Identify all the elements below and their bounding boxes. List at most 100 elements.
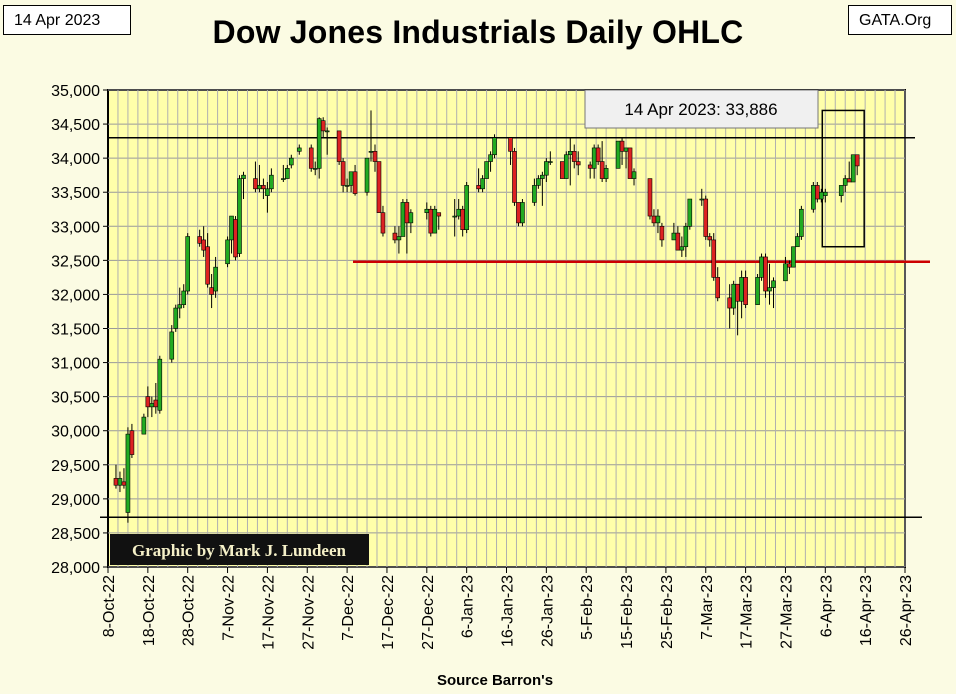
candle-body: [520, 202, 525, 224]
candle-body: [791, 246, 796, 268]
candle-body: [743, 277, 748, 305]
candle-body: [289, 157, 294, 166]
candle-body: [129, 430, 135, 455]
candle: [145, 386, 151, 418]
y-tick-label: 32,500: [51, 253, 100, 270]
candle-body: [567, 151, 573, 156]
candle: [615, 140, 621, 169]
candle-body: [436, 212, 442, 217]
candle: [480, 175, 485, 193]
candle-body: [396, 236, 402, 241]
candle: [619, 137, 625, 165]
candle: [308, 144, 314, 172]
candle-body: [209, 287, 214, 295]
credit-label: Graphic by Mark J. Lundeen: [132, 541, 346, 560]
candle-body: [599, 161, 605, 179]
candle: [352, 164, 358, 196]
x-tick-label: 26-Jan-23: [539, 575, 556, 647]
candle-body: [404, 202, 410, 224]
candle-body: [512, 151, 517, 203]
candle-body: [587, 164, 593, 169]
candle: [396, 226, 402, 254]
candle-body: [683, 225, 689, 248]
grid-lines: [108, 89, 906, 568]
candle: [512, 147, 517, 206]
candle-body: [627, 147, 633, 179]
candle-body: [548, 161, 553, 163]
candle: [201, 226, 206, 257]
candle: [715, 267, 721, 302]
candle: [655, 209, 661, 234]
candle: [281, 164, 286, 182]
candle-body: [253, 178, 258, 190]
candle-body: [850, 154, 856, 183]
candle: [822, 188, 828, 203]
candle: [743, 270, 748, 309]
x-tick-label: 7-Dec-22: [340, 575, 357, 641]
chart-title: Dow Jones Industrials Daily OHLC: [212, 14, 744, 50]
candle: [129, 423, 135, 458]
candle-body: [571, 151, 577, 162]
candle-body: [659, 225, 665, 241]
candle-body: [759, 256, 764, 278]
candle: [679, 236, 685, 257]
candle: [380, 205, 386, 237]
candle-body: [368, 151, 374, 153]
candle-body: [348, 171, 354, 186]
candle: [312, 161, 318, 176]
candle: [125, 427, 131, 523]
candle-body: [715, 277, 721, 299]
candle-body: [452, 215, 457, 218]
candle-body: [516, 202, 521, 224]
x-tick-label: 6-Apr-23: [818, 575, 835, 637]
candle: [141, 413, 147, 435]
candle: [177, 287, 183, 319]
candle-body: [233, 219, 238, 258]
candle: [213, 256, 218, 298]
x-tick-label: 17-Nov-22: [260, 575, 277, 650]
candle-body: [755, 277, 760, 305]
credit-box: Graphic by Mark J. Lundeen: [110, 534, 369, 565]
candle-body: [615, 140, 621, 169]
latest-value-box: 14 Apr 2023: 33,886: [584, 89, 819, 129]
candle-body: [763, 256, 768, 292]
y-tick-label: 30,500: [51, 390, 100, 407]
latest-value-label: 14 Apr 2023: 33,886: [624, 100, 777, 119]
source-label: GATA.Org: [848, 5, 952, 35]
x-tick-label: 16-Apr-23: [858, 575, 875, 646]
candle-body: [281, 178, 286, 180]
candle: [703, 195, 709, 240]
candle-body: [595, 147, 601, 162]
candle-body: [842, 178, 848, 186]
candle-body: [703, 198, 709, 237]
candle-body: [205, 246, 210, 285]
candle: [285, 164, 290, 179]
candle-body: [631, 171, 637, 179]
candle-body: [795, 236, 800, 248]
x-tick-label: 27-Dec-22: [420, 575, 437, 650]
candle-body: [603, 168, 609, 179]
candle-body: [153, 399, 159, 408]
candle: [372, 144, 378, 172]
candle-body: [655, 215, 661, 224]
candle-body: [819, 191, 824, 200]
candle: [532, 178, 537, 206]
y-tick-label: 31,000: [51, 356, 100, 373]
candle-body: [575, 161, 581, 166]
candle: [436, 212, 442, 230]
candle-body: [320, 120, 326, 132]
candle-body: [169, 331, 175, 360]
candle: [563, 151, 569, 179]
candle-body: [424, 208, 430, 213]
y-tick-label: 32,000: [51, 287, 100, 304]
y-tick-label: 28,500: [51, 526, 100, 543]
candle-body: [177, 304, 183, 309]
candle-body: [838, 185, 844, 196]
candle: [340, 158, 346, 193]
candle-body: [324, 130, 330, 133]
candle: [408, 209, 414, 234]
candle: [205, 233, 210, 288]
candle: [683, 222, 689, 257]
candle-body: [344, 185, 350, 187]
candle: [763, 253, 768, 298]
